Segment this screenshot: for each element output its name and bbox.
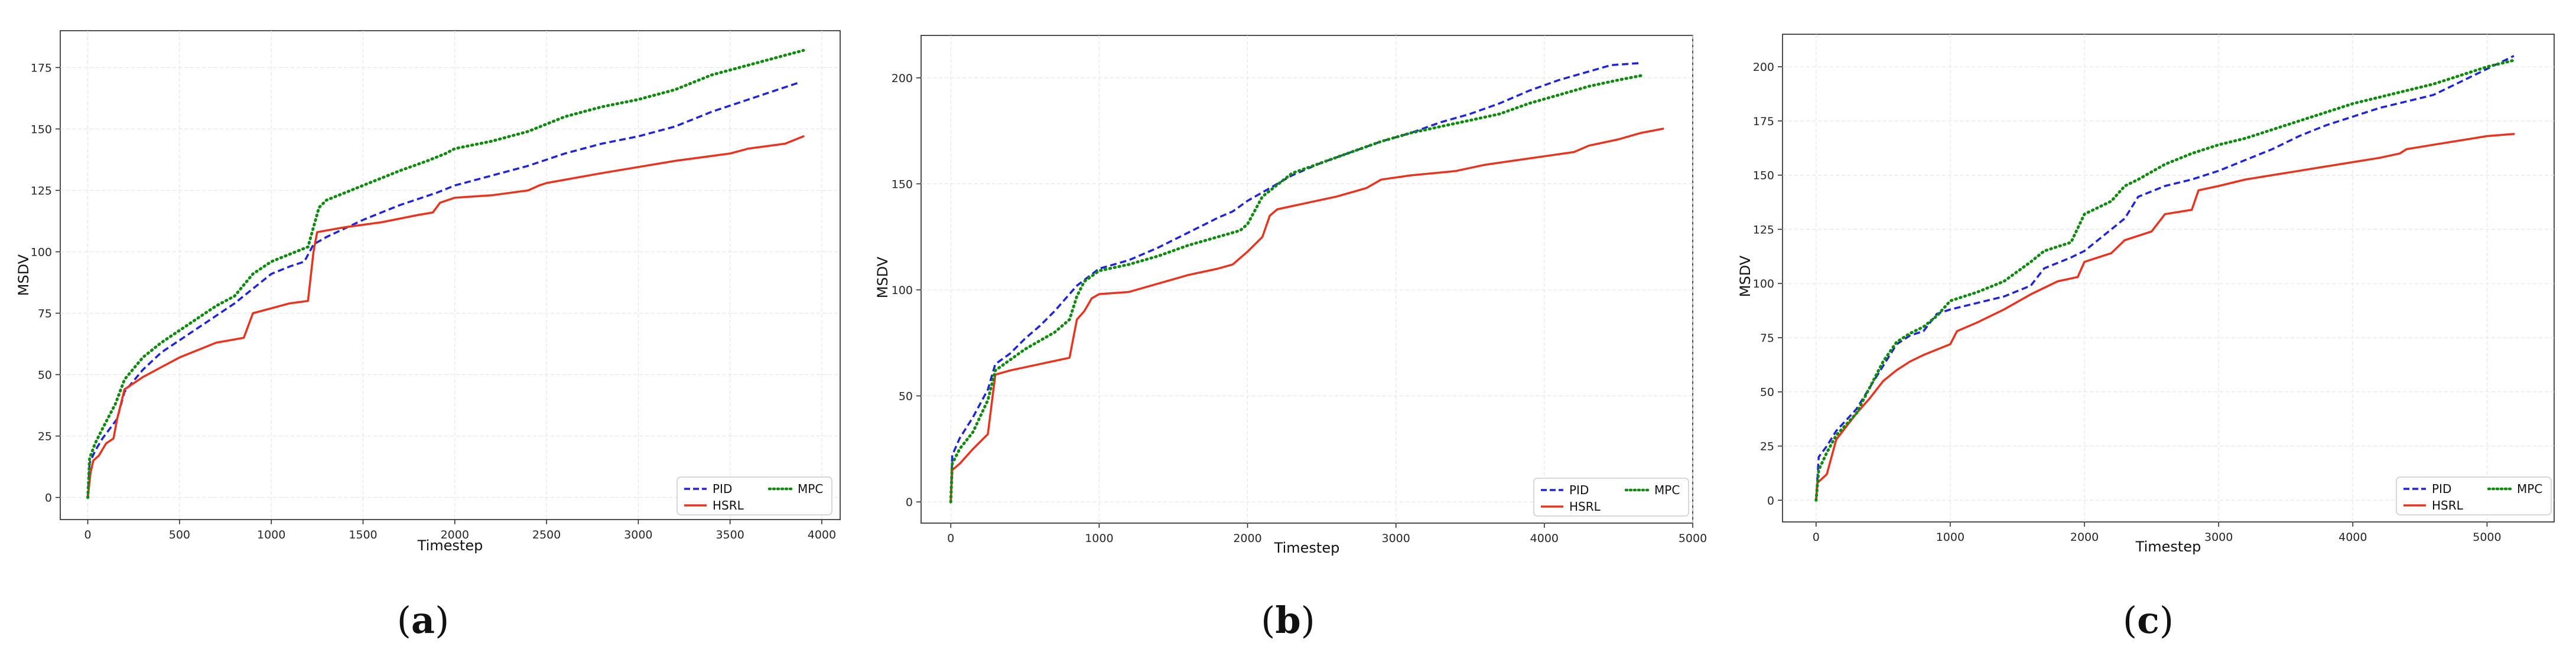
series-line-hsrl — [86, 135, 805, 499]
grid-b — [921, 35, 1693, 523]
legend-b: PID HSRL MPC — [1533, 478, 1689, 517]
ticks-c: 0 1000 2000 3000 4000 5000 0 25 50 75 100 125 150 175… — [1753, 61, 2502, 544]
y-axis-label-c: MSDV — [1737, 255, 1754, 297]
caption-letter-a: a — [411, 599, 435, 642]
caption-a: (a) — [397, 599, 450, 642]
grid-c — [1783, 34, 2554, 522]
caption-letter-c: c — [2137, 599, 2159, 642]
x-tick-label: 0 — [947, 532, 954, 545]
legend-label-hsrl-c: HSRL — [2432, 498, 2464, 512]
legend-label-mpc-a: MPC — [798, 482, 823, 496]
series-line-pid — [1815, 55, 2515, 501]
x-tick-label: 3000 — [624, 528, 652, 541]
x-tick-label: 500 — [169, 528, 190, 541]
y-tick-label: 75 — [38, 307, 52, 320]
plot-frame-c — [1782, 34, 2555, 523]
y-tick-label: 25 — [1760, 440, 1774, 453]
x-tick-label: 5000 — [1679, 532, 1707, 545]
x-tick-label: 2000 — [1233, 532, 1261, 545]
y-axis-label-a: MSDV — [15, 254, 32, 296]
y-tick-label: 150 — [1753, 169, 1774, 182]
y-tick-label: 50 — [38, 369, 52, 382]
series-line-mpc — [86, 48, 805, 499]
series-line-hsrl — [949, 128, 1664, 503]
y-tick-label: 100 — [1753, 277, 1774, 290]
y-tick-label: 150 — [31, 123, 52, 136]
series-line-hsrl — [1815, 133, 2515, 502]
legend-label-pid-c: PID — [2432, 482, 2451, 496]
x-tick-label: 1000 — [1085, 532, 1113, 545]
legend-box-a — [676, 476, 832, 515]
x-tick-label: 4000 — [2338, 531, 2367, 544]
legend-c: PID HSRL MPC — [2396, 476, 2552, 515]
x-tick-label: 4000 — [1530, 532, 1559, 545]
grid-a — [60, 31, 840, 520]
y-tick-label: 150 — [892, 178, 913, 191]
y-tick-label: 0 — [1767, 494, 1774, 507]
y-tick-label: 125 — [1753, 223, 1774, 236]
y-tick-label: 0 — [45, 492, 52, 505]
legend-box-c — [2396, 476, 2552, 515]
series-line-pid — [86, 81, 801, 498]
legend-box-b — [1533, 478, 1689, 517]
caption-letter-b: b — [1275, 599, 1300, 642]
y-tick-label: 0 — [906, 496, 913, 509]
y-tick-label: 200 — [1753, 61, 1774, 74]
x-tick-label: 1000 — [1936, 531, 1964, 544]
ticks-a: 0 500 1000 1500 2000 2500 3000 3500 4000 0 25 50 75 1… — [31, 61, 836, 541]
x-tick-label: 1500 — [349, 528, 377, 541]
legend-label-pid-b: PID — [1569, 483, 1589, 497]
x-tick-label: 2000 — [2070, 531, 2099, 544]
panel-b: 0 1000 2000 3000 4000 5000 0 50 100 150 200 Timest… — [874, 35, 1707, 642]
y-tick-label: 50 — [1760, 386, 1774, 399]
x-tick-label: 4000 — [808, 528, 836, 541]
plot-frame-a — [60, 30, 841, 520]
x-axis-label-a: Timestep — [417, 537, 483, 554]
series-lines-a — [86, 48, 805, 499]
y-tick-label: 125 — [31, 184, 52, 197]
legend-label-hsrl-b: HSRL — [1569, 499, 1601, 514]
x-axis-label-c: Timestep — [2135, 538, 2201, 555]
x-axis-label-b: Timestep — [1274, 540, 1340, 556]
series-line-mpc — [1814, 58, 2516, 502]
x-tick-label: 2500 — [532, 528, 561, 541]
caption-b: (b) — [1261, 599, 1315, 642]
legend-label-hsrl-a: HSRL — [713, 498, 744, 512]
y-tick-label: 100 — [31, 246, 52, 259]
x-tick-label: 0 — [1813, 531, 1820, 544]
legend-a: PID HSRL MPC — [676, 476, 832, 515]
plot-frame-b — [921, 35, 1693, 524]
x-tick-label: 0 — [84, 528, 92, 541]
series-lines-c — [1814, 55, 2516, 502]
legend-label-mpc-c: MPC — [2517, 482, 2542, 496]
x-tick-label: 3500 — [715, 528, 744, 541]
y-tick-label: 200 — [892, 72, 913, 85]
y-tick-label: 75 — [1760, 332, 1774, 345]
panel-a: 0 500 1000 1500 2000 2500 3000 3500 4000 0 25 50 75 1… — [15, 30, 841, 642]
legend-label-pid-a: PID — [713, 482, 732, 496]
x-tick-label: 5000 — [2473, 531, 2501, 544]
y-tick-label: 25 — [38, 430, 52, 443]
x-tick-label: 1000 — [257, 528, 285, 541]
x-tick-label: 3000 — [2204, 531, 2233, 544]
ticks-b: 0 1000 2000 3000 4000 5000 0 50 100 150 200 — [892, 72, 1707, 545]
y-tick-label: 175 — [31, 61, 52, 74]
x-tick-label: 2000 — [441, 528, 469, 541]
y-tick-label: 50 — [899, 390, 913, 403]
y-axis-label-b: MSDV — [874, 256, 891, 298]
legend-label-mpc-b: MPC — [1654, 483, 1680, 497]
caption-c: (c) — [2123, 599, 2174, 642]
series-line-mpc — [949, 74, 1642, 504]
panel-c: 0 1000 2000 3000 4000 5000 0 25 50 75 100 125 150 175… — [1737, 34, 2555, 642]
y-tick-label: 175 — [1753, 115, 1774, 128]
series-line-pid — [949, 61, 1641, 502]
x-tick-label: 3000 — [1382, 532, 1410, 545]
y-tick-label: 100 — [892, 284, 913, 297]
series-lines-b — [949, 61, 1664, 504]
